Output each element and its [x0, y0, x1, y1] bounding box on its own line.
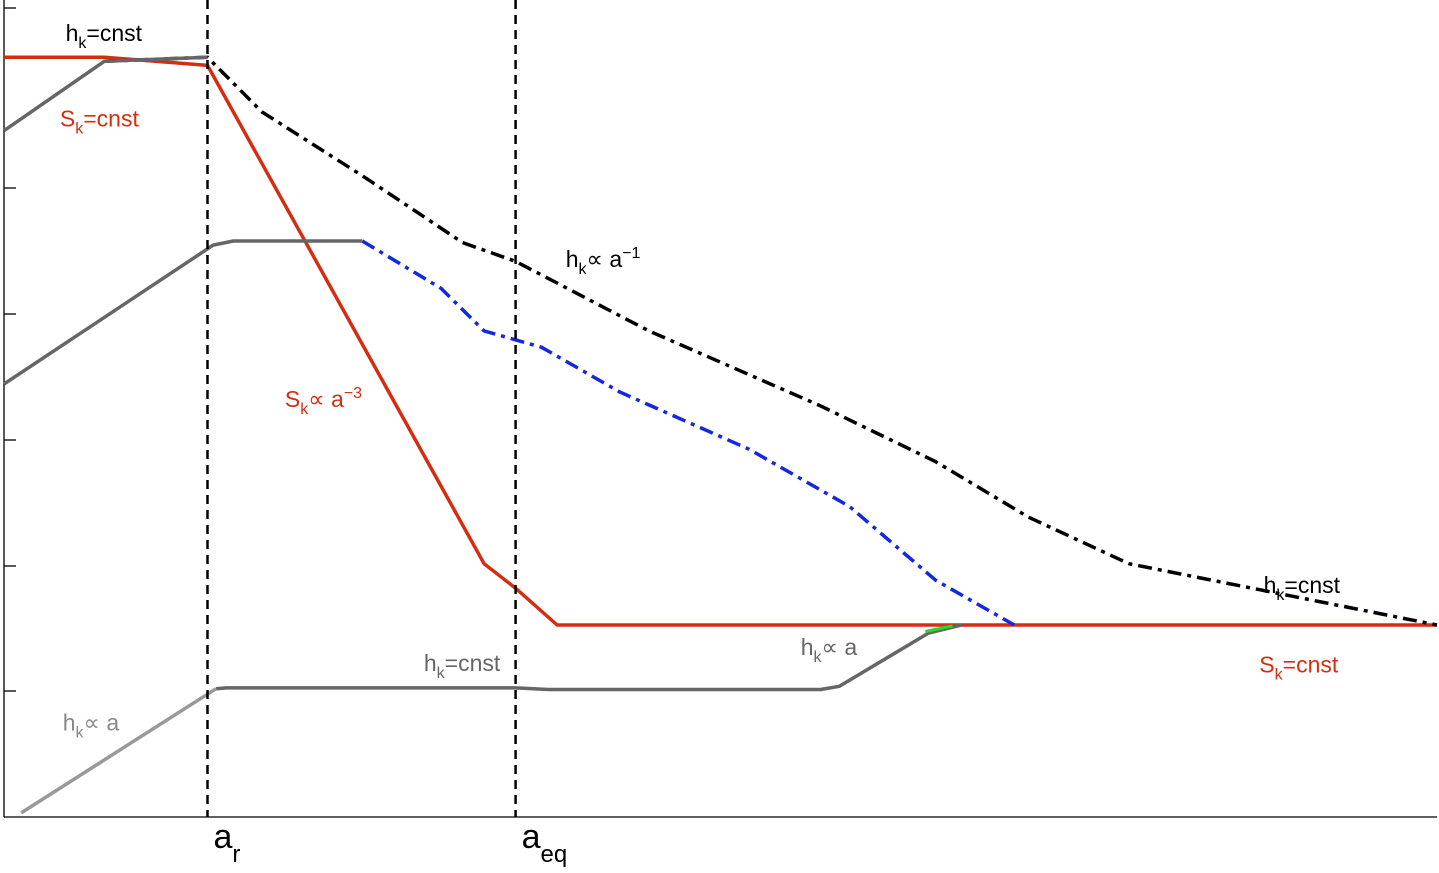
series-line-1 [4, 55, 1437, 627]
annotation-label: hk∝ a−1 [566, 245, 641, 278]
annotation-label: Sk∝ a−3 [285, 385, 362, 418]
series-line-8 [925, 624, 953, 633]
vline-label: ar [213, 818, 240, 868]
series-group [3, 55, 1438, 815]
annotation-label: hk∝ a [801, 634, 858, 666]
annotations: hk=cnst Sk=cnst hk∝ a−1 Sk∝ a−3 hk=cnst Sk=cn… [60, 20, 1341, 742]
series-line-6 [215, 623, 962, 692]
vertical-markers: ar aeq [206, 0, 568, 868]
vline-label: aeq [522, 818, 568, 868]
series-line-3 [361, 239, 1016, 627]
annotation-label: hk∝ a [63, 709, 120, 741]
annotation-label: hk=cnst [66, 20, 143, 52]
series-line-2 [104, 55, 1438, 627]
annotation-label: hk=cnst [424, 650, 501, 682]
series-line-7 [20, 687, 218, 815]
axes [3, 0, 1437, 818]
annotation-label: Sk=cnst [1259, 651, 1339, 683]
annotation-label: hk=cnst [1264, 572, 1341, 604]
series-line-4 [3, 55, 208, 133]
series-line-5 [3, 239, 363, 386]
annotation-label: Sk=cnst [60, 106, 140, 138]
